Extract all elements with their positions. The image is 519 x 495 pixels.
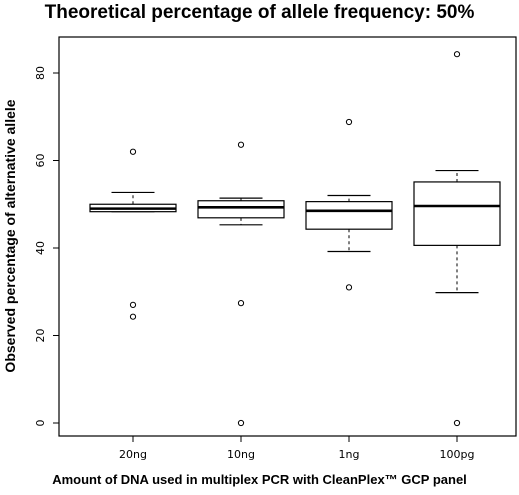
box-20ng [89,148,177,320]
y-tick-label: 40 [34,241,47,255]
box-10ng [197,141,285,427]
y-axis: 0 20 40 60 80 [34,66,59,427]
x-tick-label: 1ng [339,448,360,461]
boxes [89,51,501,427]
plot-frame [58,36,517,437]
outlier-point [129,301,137,308]
x-tick-label: 20ng [119,448,147,461]
y-tick-label: 20 [34,329,47,343]
box-1ng [305,118,393,291]
iqr-box [413,181,501,246]
outlier-point [237,141,245,148]
y-tick-label: 60 [34,154,47,168]
y-tick-label: 0 [34,420,47,427]
chart-title: Theoretical percentage of allele frequen… [44,2,475,23]
outlier-point [345,284,353,291]
box-100pg [413,51,501,427]
iqr-box [305,201,393,230]
outlier-point [129,313,137,320]
outlier-point [129,148,137,155]
x-axis: 20ng 10ng 1ng 100pg [119,436,474,461]
x-axis-label: Amount of DNA used in multiplex PCR with… [52,472,467,487]
x-tick-label: 10ng [227,448,255,461]
iqr-box [197,200,285,219]
outlier-point [453,419,461,427]
outlier-point [237,300,245,307]
y-tick-label: 80 [34,66,47,80]
outlier-point [237,419,245,427]
outlier-point [345,118,353,126]
x-tick-label: 100pg [440,448,475,461]
y-axis-label: Observed percentage of alternative allel… [2,99,18,372]
outlier-point [453,51,461,58]
